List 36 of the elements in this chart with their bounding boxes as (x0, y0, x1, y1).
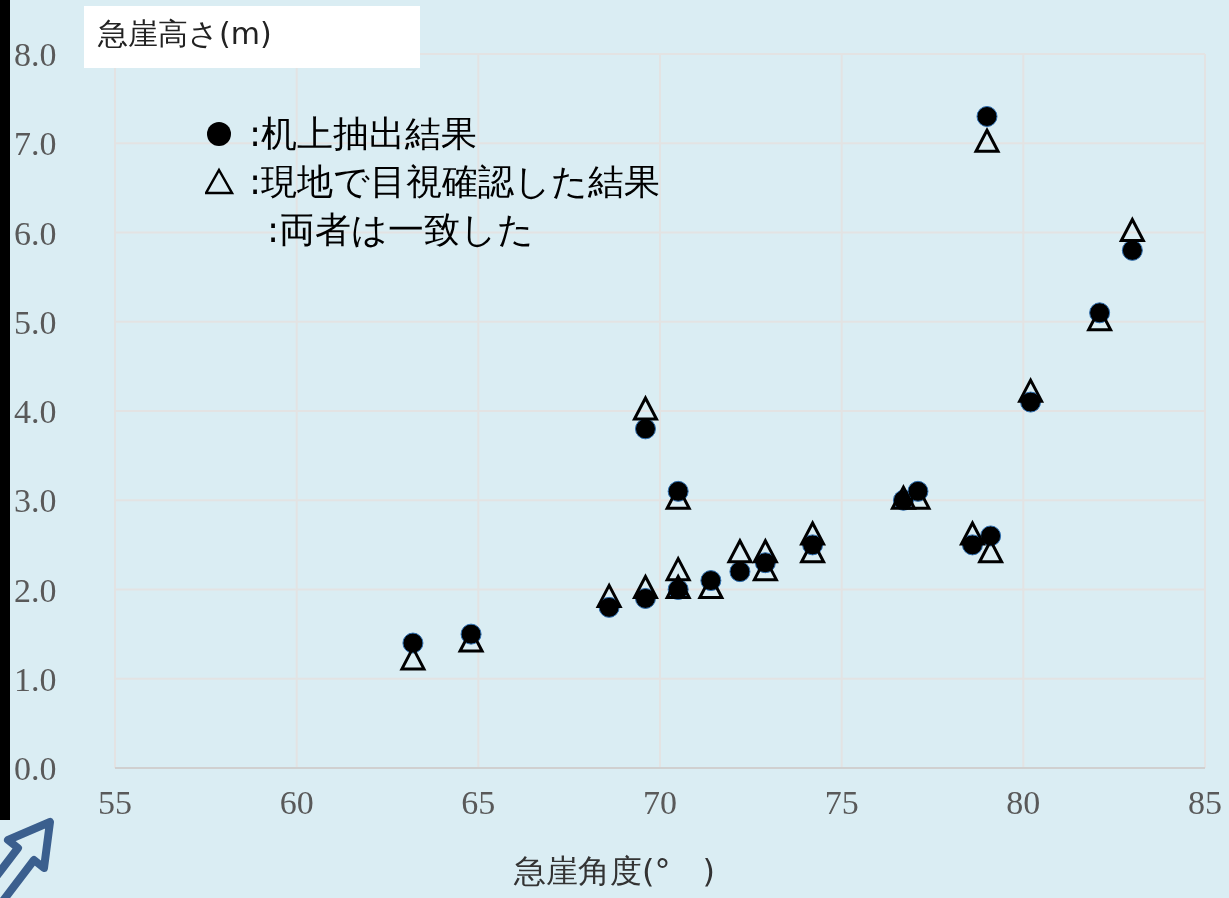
point (632, 575, 658, 599)
y-tick-label: 0.0 (14, 750, 57, 787)
x-tick-label: 65 (461, 784, 496, 821)
legend-label: :机上抽出結果 (249, 112, 478, 156)
x-tick-label: 60 (279, 784, 314, 821)
y-tick-label: 6.0 (14, 214, 57, 252)
point (752, 539, 778, 564)
point (632, 396, 658, 421)
x-axis-title: 急崖角度(° ) (513, 851, 716, 892)
y-tick-label: 7.0 (14, 125, 57, 163)
y-tick-label: 1.0 (14, 660, 57, 698)
x-tick-label: 80 (1006, 784, 1041, 821)
y-axis-title: 急崖高さ(m) (98, 15, 272, 53)
annotation: :両者は一致した (266, 208, 536, 252)
point (665, 557, 691, 582)
point (727, 539, 753, 564)
point (976, 105, 998, 127)
point (634, 418, 656, 440)
x-tick-label: 70 (643, 784, 677, 821)
legend-label: :現地で目視確認した結果 (249, 160, 661, 204)
y-tick-label: 3.0 (14, 482, 57, 520)
x-tick-label: 75 (824, 784, 859, 821)
y-tick-label: 2.0 (14, 571, 57, 609)
point (1119, 218, 1145, 242)
y-tick-label: 5.0 (14, 303, 57, 341)
point (1018, 378, 1044, 403)
point (596, 583, 622, 608)
y-tick-label: 4.0 (14, 393, 57, 430)
x-tick-label: 55 (98, 784, 132, 821)
y-tick-label: 8.0 (14, 36, 57, 73)
x-tick-label: 85 (1188, 784, 1222, 821)
point (729, 561, 751, 583)
point (974, 128, 1000, 153)
point (959, 521, 985, 546)
point (1121, 239, 1143, 261)
point (800, 521, 826, 546)
